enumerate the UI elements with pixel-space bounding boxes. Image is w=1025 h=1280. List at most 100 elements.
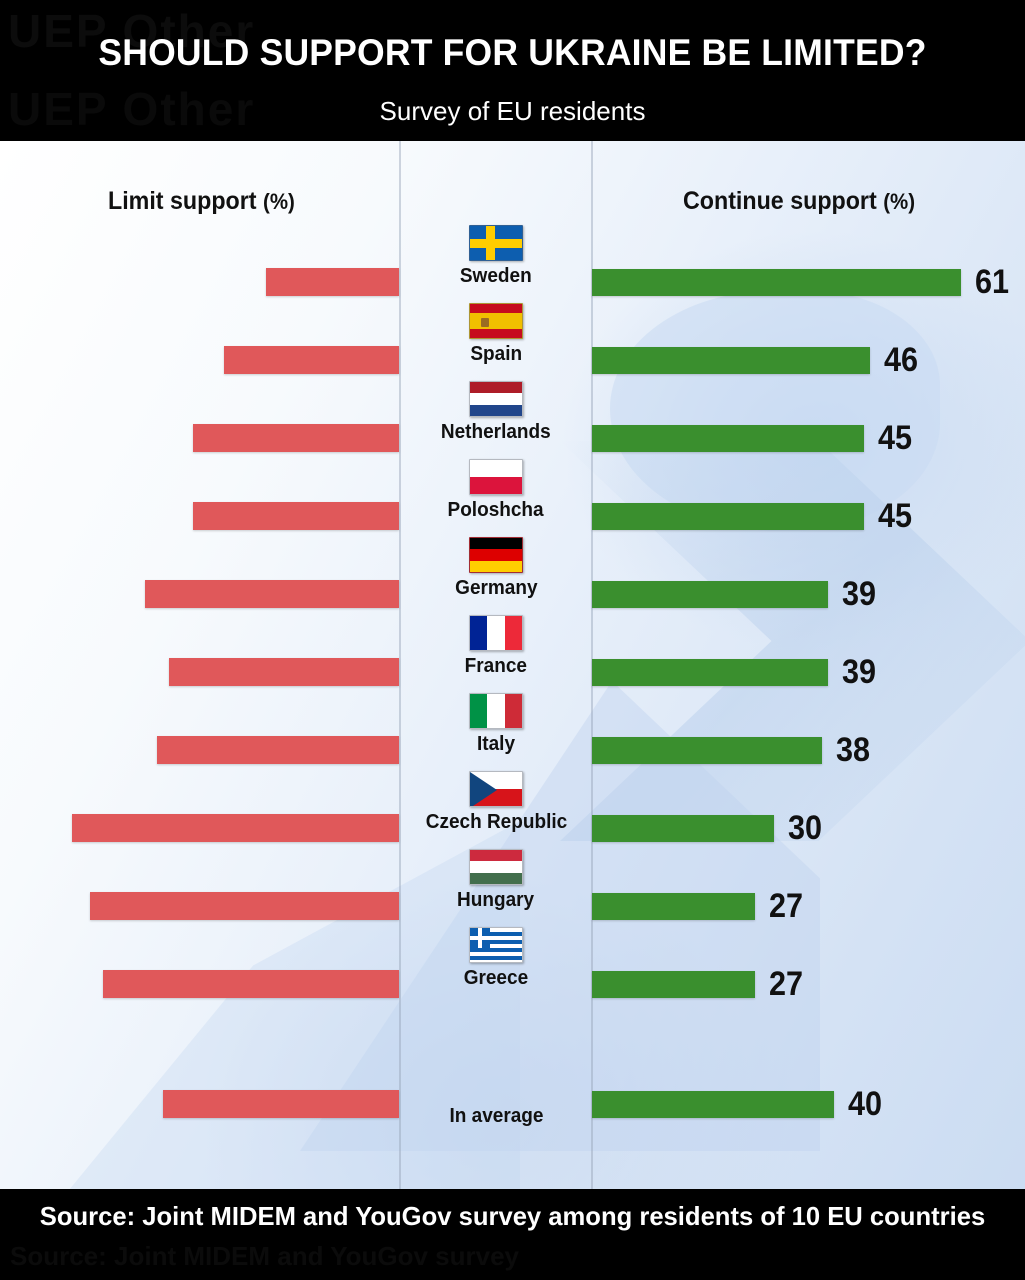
header-ghost-text-1: UEP Other <box>8 5 256 57</box>
country-block: Italy <box>401 693 591 793</box>
continue-bar-track <box>592 657 1025 687</box>
continue-bar-track <box>592 813 1025 843</box>
limit-bar-track <box>0 891 399 921</box>
continue-value-label: 30 <box>787 809 822 847</box>
page-title: SHOULD SUPPORT FOR UKRAINE BE LIMITED? <box>98 32 927 73</box>
limit-bar-track <box>0 657 399 687</box>
flag-germany-icon <box>469 537 523 573</box>
axis-line-left <box>399 141 401 1189</box>
continue-bar <box>592 268 962 296</box>
flag-netherlands-icon <box>469 381 523 417</box>
page-subtitle: Survey of EU residents <box>379 96 646 126</box>
column-header-limit-label: Limit support <box>108 187 257 215</box>
limit-bar <box>193 424 399 452</box>
continue-bar-track <box>592 579 1025 609</box>
continue-value-label: 40 <box>848 1085 883 1123</box>
continue-bar-track <box>592 267 1025 297</box>
country-label: Netherlands <box>441 421 551 443</box>
spain-crest-icon <box>481 318 489 327</box>
chart-row: 38France39 <box>0 615 1025 717</box>
continue-bar <box>592 970 756 998</box>
flag-france-icon <box>469 615 523 651</box>
continue-bar-track <box>592 969 1025 999</box>
column-header-continue-unit: (%) <box>883 189 916 214</box>
limit-bar <box>265 268 399 296</box>
header-ghost-text-2: UEP Other <box>8 83 256 135</box>
flag-hungary-icon <box>469 849 523 885</box>
flag-czech-republic-icon <box>469 771 523 807</box>
continue-bar <box>592 814 774 842</box>
source-note: Source: Joint MIDEM and YouGov survey am… <box>39 1201 986 1231</box>
continue-value-label: 27 <box>769 965 804 1003</box>
header-banner: UEP Other UEP Other SHOULD SUPPORT FOR U… <box>0 0 1025 141</box>
limit-bar <box>169 658 399 686</box>
limit-bar-track <box>0 969 399 999</box>
continue-value-label: 39 <box>841 575 876 613</box>
continue-bar-track <box>592 891 1025 921</box>
country-label: Germany <box>454 577 538 599</box>
country-label: Sweden <box>460 265 532 287</box>
continue-value-label: 27 <box>769 887 804 925</box>
limit-bar <box>144 580 399 608</box>
continue-bar <box>592 502 865 530</box>
continue-value-label: 45 <box>878 497 913 535</box>
continue-bar <box>592 346 871 374</box>
continue-value-label: 38 <box>835 731 870 769</box>
continue-value-label: 61 <box>975 263 1010 301</box>
limit-bar-track <box>0 813 399 843</box>
limit-bar <box>72 814 399 842</box>
flag-greece-icon <box>469 927 523 963</box>
country-block: Sweden <box>401 225 591 325</box>
limit-bar-track <box>0 735 399 765</box>
chart-row: 42Germany39 <box>0 537 1025 639</box>
continue-bar <box>592 580 828 608</box>
limit-bar-track <box>0 345 399 375</box>
flag-italy-icon <box>469 693 523 729</box>
continue-bar <box>592 736 822 764</box>
limit-bar-track <box>0 267 399 297</box>
country-block: Germany <box>401 537 591 637</box>
country-label: Czech Republic <box>425 811 567 833</box>
limit-bar <box>223 346 399 374</box>
country-label: Poloshcha <box>447 499 545 521</box>
continue-bar <box>592 658 828 686</box>
country-block: Greece <box>401 927 591 1027</box>
country-label: Hungary <box>457 889 535 911</box>
flag-poland-icon <box>469 459 523 495</box>
greece-stripe <box>470 940 522 944</box>
limit-bar <box>157 736 399 764</box>
continue-value-label: 45 <box>878 419 913 457</box>
limit-bar <box>102 970 399 998</box>
continue-bar-track <box>592 423 1025 453</box>
chart-row: 34Netherlands45 <box>0 381 1025 483</box>
country-block: Poloshcha <box>401 459 591 559</box>
continue-bar-track <box>592 735 1025 765</box>
column-header-continue-support: Continue support (%) <box>683 187 915 216</box>
chart-row: 29Spain46 <box>0 303 1025 405</box>
greece-stripe <box>470 932 522 936</box>
chart-row: 34Poloshcha45 <box>0 459 1025 561</box>
column-header-limit-unit: (%) <box>263 189 295 214</box>
footer-banner: Source: Joint MIDEM and YouGov survey am… <box>0 1189 1025 1280</box>
greece-stripe <box>470 948 522 952</box>
continue-bar-track <box>592 501 1025 531</box>
limit-bar-track <box>0 579 399 609</box>
country-block: In average <box>401 1047 591 1147</box>
country-label: Greece <box>463 967 529 989</box>
continue-value-label: 46 <box>884 341 919 379</box>
chart-row: 22Sweden61 <box>0 225 1025 327</box>
country-block: Netherlands <box>401 381 591 481</box>
flag-sweden-icon <box>469 225 523 261</box>
greece-stripe <box>470 956 522 960</box>
continue-bar-track <box>592 345 1025 375</box>
country-block: Hungary <box>401 849 591 949</box>
continue-value-label: 39 <box>841 653 876 691</box>
limit-bar <box>90 892 399 920</box>
chart-row: 51Hungary27 <box>0 849 1025 951</box>
column-header-limit-support: Limit support (%) <box>108 187 295 216</box>
continue-bar-track <box>592 1089 1025 1119</box>
continue-bar <box>592 424 865 452</box>
